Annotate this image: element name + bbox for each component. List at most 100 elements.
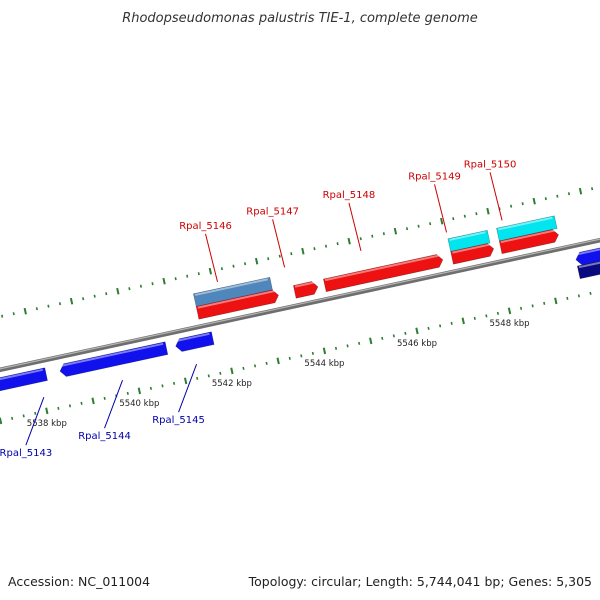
reverse-tick: [311, 351, 314, 355]
forward-tick: [174, 277, 177, 281]
label-leader: [205, 233, 219, 283]
map-title: Rhodopseudomonas palustris TIE-1, comple…: [122, 11, 478, 26]
reverse-tick: [0, 417, 3, 425]
gene-layer: [0, 215, 600, 392]
forward-tick: [556, 194, 559, 198]
forward-tick: [232, 264, 235, 268]
gene-highlight: [449, 231, 486, 241]
label-leader: [178, 364, 198, 413]
reverse-tick: [531, 304, 534, 308]
forward-tick: [452, 217, 455, 221]
reverse-tick: [253, 364, 257, 368]
gene-feature: [193, 276, 273, 307]
gene-shape: [0, 367, 48, 392]
gene-highlight: [60, 342, 164, 367]
gene-highlight: [294, 281, 315, 288]
forward-tick: [544, 197, 547, 201]
forward-tick: [82, 297, 85, 301]
reverse-tick: [369, 337, 373, 345]
accession-text: Accession: NC_011004: [8, 574, 150, 589]
forward-tick: [313, 247, 316, 251]
reverse-tick: [149, 386, 153, 390]
forward-tick: [267, 257, 270, 261]
reverse-tick: [11, 416, 14, 420]
gene-feature: [496, 215, 558, 242]
gene-feature: [575, 247, 600, 266]
gene-shape: [450, 243, 495, 265]
forward-tick: [186, 274, 189, 278]
gene-shape: [175, 331, 215, 352]
gene-feature: [59, 341, 169, 377]
label-leader: [272, 219, 286, 268]
kbp-label: 5548 kbp: [489, 319, 529, 329]
forward-tick: [393, 227, 398, 235]
label-leader: [434, 184, 448, 233]
gene-highlight: [324, 254, 440, 282]
reverse-tick: [183, 377, 188, 385]
forward-tick: [463, 214, 466, 218]
reverse-tick: [439, 324, 442, 328]
backbone-layer: [0, 237, 600, 373]
reverse-tick: [450, 321, 453, 325]
kbp-label: 5544 kbp: [304, 359, 344, 369]
forward-tick: [128, 287, 131, 291]
forward-tick: [371, 234, 374, 238]
label-leader: [104, 380, 123, 429]
forward-tick: [578, 187, 583, 195]
tick-layer: 5538 kbp 5540 kbp 5542 kbp 5544 kbp 5546 kbp…: [0, 187, 594, 429]
gene-feature: [576, 260, 600, 280]
reverse-tick: [543, 301, 546, 305]
forward-tick: [1, 314, 4, 318]
reverse-tick: [496, 311, 500, 315]
gene-shape: [498, 229, 559, 255]
forward-tick: [243, 262, 247, 266]
gene-label: Rpal_5144: [78, 431, 131, 442]
reverse-tick: [230, 367, 234, 375]
reverse-tick: [103, 396, 106, 400]
forward-tick: [532, 197, 536, 205]
gene-highlight: [452, 243, 491, 254]
reverse-tick: [346, 344, 349, 348]
reverse-tick: [322, 347, 327, 355]
forward-tick: [590, 187, 594, 191]
reverse-tick: [577, 294, 580, 298]
gene-label: Rpal_5147: [246, 206, 299, 217]
forward-tick: [69, 297, 74, 305]
gene-label: Rpal_5145: [152, 415, 205, 426]
gene-feature: [293, 281, 319, 299]
reverse-tick: [415, 327, 419, 335]
forward-tick: [521, 202, 524, 206]
gene-label: Rpal_5146: [179, 221, 232, 232]
label-leader: [25, 397, 45, 446]
reverse-tick: [566, 296, 569, 300]
reverse-tick: [485, 314, 488, 318]
forward-tick: [359, 237, 362, 241]
gene-feature: [450, 243, 495, 265]
gene-shape: [575, 247, 600, 266]
gene-shape: [576, 260, 600, 280]
forward-tick: [382, 232, 385, 236]
forward-tick: [254, 257, 259, 265]
reverse-tick: [288, 356, 291, 360]
forward-tick: [208, 267, 213, 275]
gene-feature: [175, 331, 215, 352]
gene-feature: [0, 367, 48, 392]
backbone-highlight: [0, 238, 600, 370]
kbp-label: 5538 kbp: [27, 419, 67, 429]
reverse-tick: [473, 316, 476, 320]
forward-tick: [290, 252, 293, 256]
forward-tick: [405, 227, 409, 231]
reverse-tick: [265, 361, 268, 365]
gene-shape: [59, 341, 169, 377]
reverse-tick: [507, 307, 512, 315]
gene-label: Rpal_5149: [408, 171, 461, 182]
reverse-tick: [91, 397, 95, 405]
forward-tick: [105, 292, 108, 296]
forward-tick: [12, 312, 15, 316]
forward-tick: [162, 277, 166, 285]
backbone-line: [0, 237, 600, 373]
gene-feature: [323, 254, 444, 293]
reverse-tick: [161, 384, 164, 388]
reverse-tick: [172, 381, 176, 385]
